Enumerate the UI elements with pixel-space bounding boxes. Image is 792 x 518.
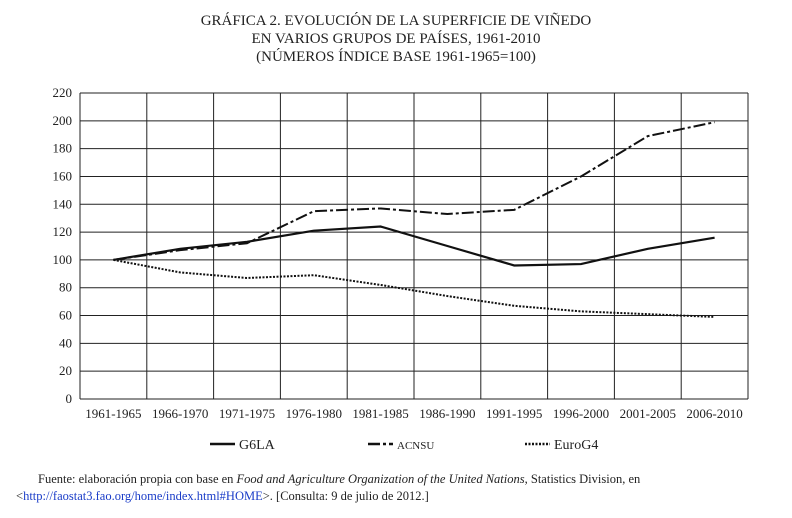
x-tick-label: 1996-2000 (553, 406, 609, 421)
source-suffix: >. [Consulta: 9 de julio de 2012.] (262, 489, 429, 503)
x-tick-label: 1976-1980 (286, 406, 342, 421)
y-tick-label: 20 (59, 363, 72, 378)
y-tick-label: 60 (59, 308, 72, 323)
y-tick-label: 40 (59, 335, 72, 350)
legend-label-g6la: G6LA (239, 438, 276, 453)
x-tick-label: 1961-1965 (85, 406, 141, 421)
x-tick-label: 1991-1995 (486, 406, 542, 421)
title-line-3: (NÚMEROS ÍNDICE BASE 1961-1965=100) (256, 49, 536, 65)
y-tick-label: 140 (53, 196, 73, 211)
y-tick-label: 0 (66, 391, 73, 406)
x-tick-label: 1981-1985 (352, 406, 408, 421)
line-chart: 0 20 40 60 80 100 120 140 160 180 200 220 1961-1965 1… (53, 85, 749, 453)
x-tick-label: 2006-2010 (686, 406, 742, 421)
y-tick-label: 100 (53, 252, 73, 267)
series-line-acnsu (113, 121, 715, 261)
y-tick-label: 180 (53, 141, 73, 156)
title-line-2: EN VARIOS GRUPOS DE PAÍSES, 1961-2010 (251, 31, 541, 47)
source-prefix: Fuente: elaboración propia con base en (38, 472, 237, 486)
title-line-1: GRÁFICA 2. EVOLUCIÓN DE LA SUPERFICIE DE… (200, 13, 592, 29)
x-tick-label: 2001-2005 (620, 406, 676, 421)
series-line-g6la (113, 225, 715, 267)
source-italic: Food and Agriculture Organization of the… (236, 472, 525, 486)
legend-label-eurog4: EuroG4 (554, 438, 598, 453)
series-line-eurog4 (113, 258, 715, 318)
source-middle: , Statistics Division, en < (16, 472, 641, 503)
y-tick-label: 200 (53, 113, 73, 128)
x-tick-label: 1986-1990 (419, 406, 475, 421)
legend-label-acnsu: ACNSU (397, 440, 434, 452)
source-link[interactable]: http://faostat3.fao.org/home/index.html#… (23, 489, 263, 503)
y-tick-label: 220 (53, 85, 73, 100)
y-tick-label: 160 (53, 168, 73, 183)
x-tick-label: 1971-1975 (219, 406, 275, 421)
x-tick-label: 1966-1970 (152, 406, 208, 421)
y-tick-label: 120 (53, 224, 73, 239)
y-tick-label: 80 (59, 280, 72, 295)
source-note: Fuente: elaboración propia con base en F… (16, 471, 786, 505)
chart-title: GRÁFICA 2. EVOLUCIÓN DE LA SUPERFICIE DE… (0, 12, 792, 66)
